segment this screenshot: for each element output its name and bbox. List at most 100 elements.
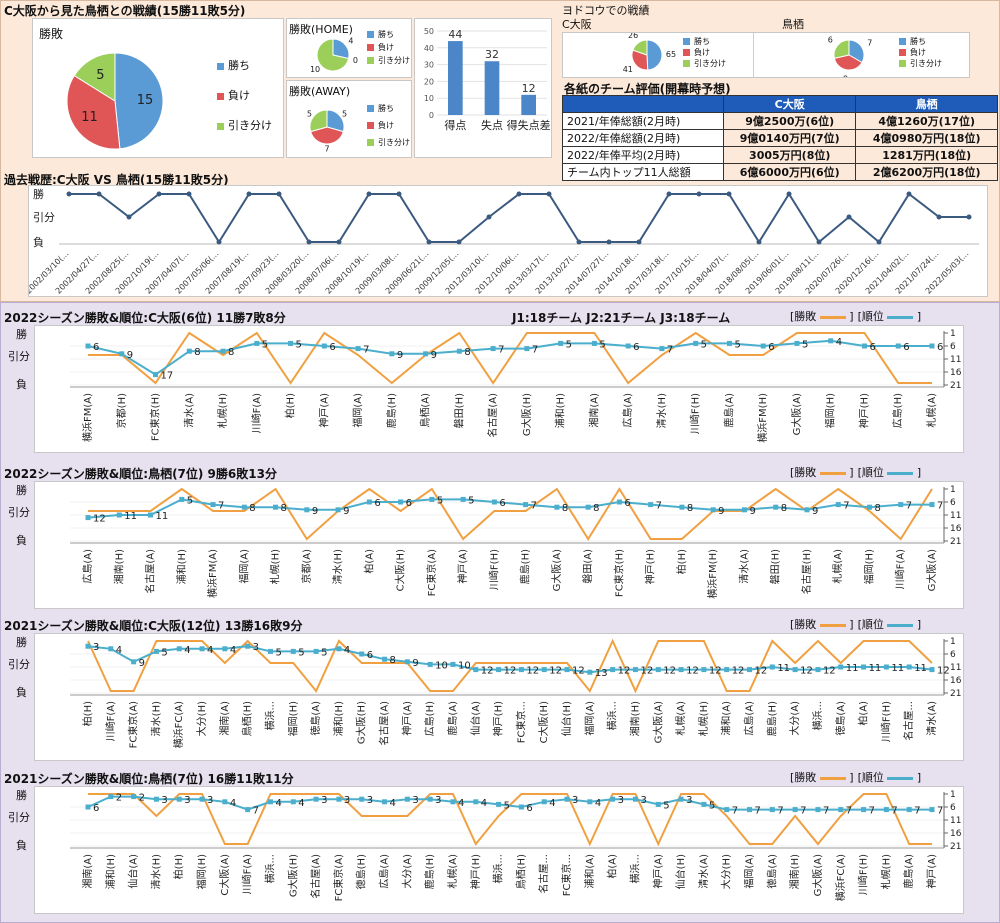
legend-item: 勝ち: [217, 57, 272, 73]
rank-line: [87, 645, 933, 674]
score-bar-chart: 0 10 20 30 40 50 44 得点 32 失点 12 得失点差: [424, 27, 551, 132]
legend-swatch: [899, 49, 906, 56]
rank-point: [792, 667, 798, 673]
rank-point: [835, 502, 841, 508]
season-legend-item: [勝敗 ]: [790, 771, 854, 784]
rank-point: [153, 648, 159, 654]
eval-row: チーム内トップ11人総額 6億6000万円(6位) 2億6200万円(18位): [561, 163, 998, 181]
category-label: 仙台(A): [127, 854, 140, 889]
rank-point: [153, 372, 159, 378]
rank-value-label: 5: [599, 339, 605, 350]
rank-point: [423, 351, 429, 357]
rank-value-label: 9: [139, 658, 145, 669]
rank-point: [496, 801, 502, 807]
category-label: 浦和(H): [554, 393, 567, 428]
rank-value-label: 6: [633, 342, 639, 353]
rank-tick-label: 21: [950, 537, 961, 547]
history-point: [426, 239, 432, 245]
rank-point: [648, 502, 654, 508]
legend-swatch: [683, 38, 690, 45]
category-label: 鹿島(A): [722, 393, 735, 428]
rank-tick-label: 6: [950, 342, 956, 352]
rank-value-label: 7: [906, 501, 912, 512]
legend-label: 負け: [378, 43, 394, 52]
category-label: 湘南(H): [112, 549, 125, 584]
rank-point: [473, 667, 479, 673]
season-legend-item: [勝敗 ]: [790, 310, 854, 323]
yodokou-right-legend: 勝ち 負け 引き分け: [899, 36, 942, 69]
category-label: 清水(H): [149, 701, 162, 736]
rank-value-label: 9: [718, 506, 724, 517]
category-label: 横浜FM(H): [756, 393, 769, 443]
season-legend: [勝敗 ] [順位 ]: [790, 616, 925, 632]
category-label: 川崎F(H): [689, 393, 702, 434]
rank-point: [838, 664, 844, 670]
history-point: [336, 239, 342, 245]
rank-value-label: 4: [390, 798, 396, 809]
rank-value-label: 7: [846, 806, 852, 817]
rank-value-label: 7: [732, 806, 738, 817]
result-line: [88, 487, 933, 541]
rank-value-label: 7: [843, 501, 849, 512]
season-legend-swatch: [887, 315, 914, 319]
rank-value-label: 7: [823, 806, 829, 817]
history-point: [786, 191, 792, 197]
rank-line: [87, 339, 932, 376]
rank-value-label: 8: [593, 503, 599, 514]
category-label: 福岡(A): [351, 393, 364, 428]
rank-tick-label: 21: [950, 381, 961, 391]
rank-point: [273, 504, 279, 510]
legend-swatch: [217, 62, 224, 70]
legend-item: 勝ち: [367, 103, 410, 114]
legend-label: 負け: [910, 48, 926, 57]
rank-value-label: 5: [437, 495, 443, 506]
season-y-label: 負: [16, 378, 27, 391]
season-legend-swatch: [887, 623, 914, 627]
category-label: 名古屋(A): [486, 393, 499, 438]
category-label: G大阪(H): [520, 393, 533, 436]
rank-point: [491, 499, 497, 505]
category-label: 鳥栖(A): [419, 393, 432, 428]
rank-point: [176, 646, 182, 652]
legend-label: 勝ち: [378, 104, 394, 113]
pie-label-0: 15: [137, 93, 154, 108]
history-y-label: 負: [33, 236, 44, 249]
home-pie-legend: 勝ち 負け 引き分け: [367, 29, 410, 68]
category-label: 仙台(H): [560, 701, 573, 736]
rank-point: [564, 796, 570, 802]
league-info-label: J1:18チーム J2:21チーム J3:18チーム: [512, 311, 731, 325]
rank-point: [254, 340, 260, 346]
pie-label-1: 41: [623, 65, 633, 74]
history-box: 勝引分負 2002/03/10(... 2002/04/27(... 2002/08/…: [24, 185, 988, 297]
yodokou-left-pie: 65 41 26: [623, 33, 676, 74]
rank-value-label: 9: [397, 350, 403, 361]
rank-point: [678, 667, 684, 673]
season-chart-title: 2021シーズン勝敗&順位:鳥栖(7位) 16勝11敗11分: [4, 772, 294, 786]
eval-cell: 4億1260万(17位): [855, 112, 998, 130]
category-label: 仙台(A): [469, 701, 482, 736]
rank-value-label: 5: [566, 339, 572, 350]
rank-value-label: 5: [468, 495, 474, 506]
history-y-label: 勝: [33, 187, 44, 201]
season-legend-label: [順位: [857, 466, 888, 479]
rank-point: [313, 796, 319, 802]
rank-value-label: 4: [595, 798, 601, 809]
category-label: 川崎F(A): [241, 854, 254, 894]
rank-point: [625, 343, 631, 349]
season-chart-title: 2022シーズン勝敗&順位:C大阪(6位) 11勝7敗8分: [4, 311, 286, 325]
rank-point: [524, 346, 530, 352]
legend-swatch: [367, 31, 374, 38]
rank-value-label: 6: [903, 342, 909, 353]
rank-point: [222, 646, 228, 652]
rank-value-label: 6: [374, 498, 380, 509]
rank-point: [861, 807, 867, 813]
rank-value-label: 7: [667, 345, 673, 356]
rank-value-label: 11: [914, 663, 927, 674]
rank-value-label: 8: [194, 347, 200, 358]
legend-label: 勝ち: [694, 37, 710, 46]
rank-point: [815, 807, 821, 813]
rank-point: [335, 507, 341, 513]
category-label: 広島(A): [743, 701, 756, 736]
